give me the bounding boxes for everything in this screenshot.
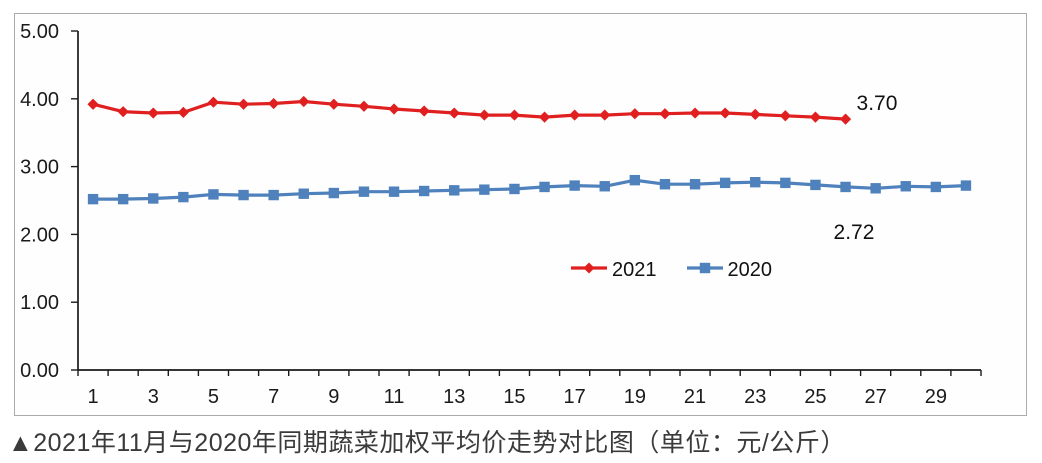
series-2020-marker bbox=[358, 186, 370, 197]
series-2021-marker bbox=[839, 113, 852, 125]
chart-legend: 2021 2020 bbox=[571, 260, 772, 280]
x-tick-label: 7 bbox=[268, 386, 279, 408]
series-2021-marker bbox=[538, 111, 551, 123]
x-tick-label: 9 bbox=[328, 386, 339, 408]
series-2021-marker bbox=[719, 107, 731, 119]
series-2021-marker bbox=[147, 107, 159, 119]
series-2020-marker bbox=[689, 179, 701, 190]
x-tick-label: 11 bbox=[384, 386, 405, 408]
x-tick-label: 25 bbox=[804, 386, 826, 408]
y-tick-label: 4.00 bbox=[20, 89, 59, 111]
x-tick-label: 23 bbox=[744, 386, 766, 408]
x-tick-label: 5 bbox=[208, 386, 219, 408]
x-tick-label: 29 bbox=[925, 386, 947, 408]
series-2021-marker bbox=[237, 98, 250, 110]
series-2021-marker bbox=[358, 100, 370, 112]
figure-caption: ▲2021年11月与2020年同期蔬菜加权平均价走势对比图（单位：元/公斤） bbox=[8, 429, 846, 457]
y-tick-label: 1.00 bbox=[20, 292, 59, 314]
y-tick-label: 2.00 bbox=[20, 224, 59, 246]
x-tick-label: 17 bbox=[564, 386, 586, 408]
legend-marker-svg bbox=[571, 262, 607, 273]
x-tick-label: 3 bbox=[148, 386, 159, 408]
series-2020-marker bbox=[208, 189, 219, 200]
x-tick-label: 21 bbox=[684, 386, 706, 408]
series-2020-marker bbox=[659, 179, 671, 190]
series-2021-marker bbox=[298, 95, 310, 108]
series-2020-marker bbox=[87, 193, 99, 205]
x-tick-label: 15 bbox=[503, 386, 525, 408]
series-2020-marker bbox=[328, 187, 340, 199]
legend-item-2021: 2021 bbox=[571, 260, 657, 280]
series-2021-marker bbox=[207, 96, 220, 108]
series-2020-marker bbox=[599, 181, 610, 192]
legend-label-2021: 2021 bbox=[612, 259, 657, 281]
x-tick-label: 19 bbox=[624, 386, 646, 408]
series-2021-marker bbox=[599, 109, 611, 121]
series-2020-end-label: 2.72 bbox=[834, 221, 875, 244]
series-2020-marker bbox=[810, 179, 821, 191]
legend-label-2020: 2020 bbox=[727, 259, 773, 281]
series-2020-marker bbox=[238, 189, 249, 201]
series-2021-line bbox=[92, 99, 846, 121]
series-2020-marker bbox=[509, 183, 520, 195]
series-2021-marker bbox=[388, 103, 400, 115]
series-2021-marker bbox=[117, 106, 129, 118]
y-tick-label: 5.00 bbox=[20, 21, 59, 43]
legend-item-2020: 2020 bbox=[686, 259, 773, 281]
series-2021-marker bbox=[569, 109, 581, 121]
series-2020-marker bbox=[117, 193, 129, 205]
series-2020-marker bbox=[268, 189, 279, 201]
series-2020-line bbox=[93, 178, 967, 201]
series-2021-marker bbox=[268, 97, 280, 110]
series-2021-marker bbox=[749, 108, 761, 120]
series-2020-marker bbox=[870, 183, 881, 194]
series-2020-marker bbox=[148, 193, 159, 204]
y-tick-label: 3.00 bbox=[20, 157, 59, 179]
x-tick-label: 27 bbox=[865, 386, 887, 408]
series-2021-marker bbox=[177, 106, 189, 118]
series-2020-marker bbox=[418, 185, 430, 197]
series-2020-marker bbox=[900, 181, 911, 192]
chart-plot-area: 0.00 1.00 2.00 3.00 4.00 5.00 1 3 5 7 9 11 13 15 17 19 2… bbox=[14, 13, 1027, 416]
series-2020-marker bbox=[840, 181, 851, 193]
price-trend-chart: 0.001.002.003.004.005.001 3 5 7 9 11 13 15 17 19 2… bbox=[20, 21, 982, 408]
x-tick-label: 13 bbox=[443, 386, 465, 408]
series-2020-marker bbox=[479, 184, 490, 195]
series-2021-marker bbox=[659, 108, 671, 120]
legend-marker-2020-square-icon bbox=[686, 261, 723, 280]
series-2021-marker bbox=[689, 107, 701, 119]
series-2020-marker bbox=[750, 176, 761, 188]
series-2021-marker bbox=[448, 107, 460, 119]
series-2021-marker bbox=[629, 108, 641, 120]
series-2021-marker bbox=[508, 109, 521, 121]
series-2021-marker bbox=[779, 110, 791, 122]
series-2021-marker bbox=[478, 109, 490, 121]
series-2020-marker bbox=[960, 180, 972, 191]
series-2020-marker bbox=[539, 181, 550, 193]
series-2021-marker bbox=[809, 111, 822, 123]
series-2020-marker bbox=[780, 177, 791, 189]
y-tick-label: 0.00 bbox=[20, 360, 59, 382]
legend-marker-2021-diamond-icon bbox=[571, 261, 607, 280]
series-2020-marker bbox=[930, 181, 942, 193]
series-2020-marker bbox=[388, 186, 400, 197]
series-2021-end-label: 3.70 bbox=[857, 92, 898, 115]
series-2020-marker bbox=[449, 185, 460, 196]
legend-marker-svg bbox=[686, 262, 723, 273]
series-2020-marker bbox=[178, 191, 189, 203]
series-2021-marker bbox=[328, 98, 340, 110]
series-2020-marker bbox=[298, 188, 309, 199]
x-tick-label: 1 bbox=[87, 386, 98, 408]
series-2021-marker bbox=[418, 105, 430, 117]
series-2021-marker bbox=[87, 98, 99, 110]
series-2020-marker bbox=[719, 177, 731, 189]
series-2020-marker bbox=[629, 174, 641, 186]
series-2020-marker bbox=[569, 180, 580, 191]
